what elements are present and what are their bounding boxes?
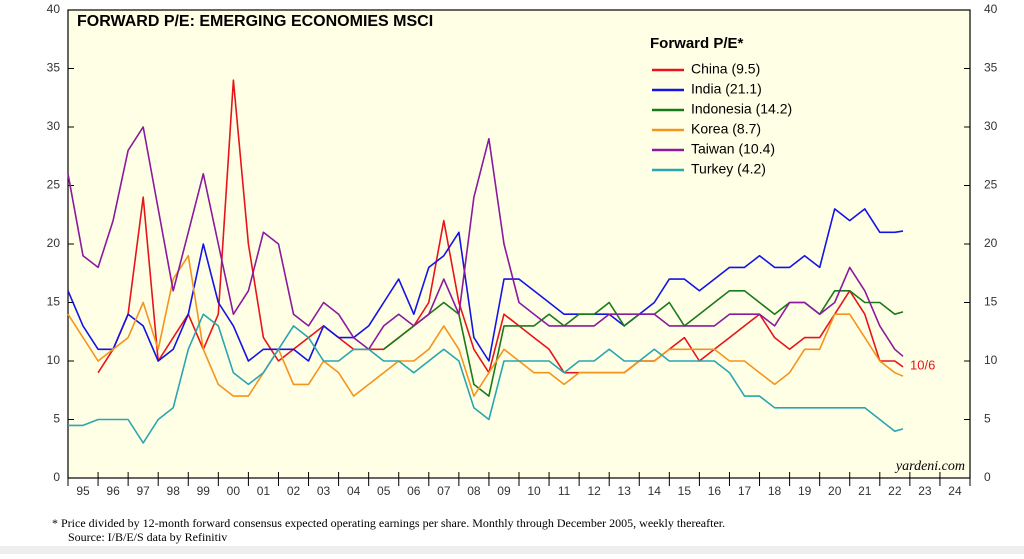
x-tick-label: 22 [888,484,902,498]
legend-label: India (21.1) [691,81,762,97]
x-tick-label: 98 [167,484,181,498]
x-tick-label: 05 [377,484,391,498]
x-tick-label: 06 [407,484,421,498]
annotation: 10/6 [910,357,935,372]
y-tick-label-right: 30 [984,119,998,133]
legend-label: Taiwan (10.4) [691,141,775,157]
x-tick-label: 24 [948,484,962,498]
series-line [67,126,904,357]
x-tick-label: 21 [858,484,872,498]
series-line [67,208,904,362]
y-tick-label: 0 [53,470,60,484]
legend-label: China (9.5) [691,61,760,77]
chart-title: FORWARD P/E: EMERGING ECONOMIES MSCI [77,13,433,30]
y-tick-label-right: 5 [984,412,991,426]
x-tick-label: 10 [527,484,541,498]
x-tick-label: 07 [437,484,451,498]
x-tick-label: 96 [106,484,120,498]
y-tick-label-right: 0 [984,470,991,484]
x-tick-label: 97 [136,484,150,498]
x-tick-label: 11 [558,484,571,498]
x-tick-label: 14 [648,484,662,498]
y-tick-label: 35 [47,61,61,75]
legend-label: Korea (8.7) [691,121,761,137]
y-tick-label: 5 [53,412,60,426]
bottom-strip [0,546,1024,554]
x-tick-label: 15 [678,484,692,498]
x-tick-label: 16 [708,484,722,498]
y-tick-label: 15 [47,295,61,309]
x-tick-label: 95 [76,484,90,498]
x-tick-label: 13 [618,484,632,498]
x-tick-label: 09 [497,484,511,498]
footnote: * Price divided by 12-month forward cons… [52,516,725,530]
x-tick-label: 20 [828,484,842,498]
y-tick-label-right: 40 [984,2,998,16]
y-tick-label-right: 15 [984,295,998,309]
legend-label: Turkey (4.2) [691,161,766,177]
series-line [97,79,904,374]
x-tick-label: 18 [768,484,782,498]
x-tick-label: 99 [197,484,211,498]
y-tick-label-right: 20 [984,236,998,250]
series-line [67,254,904,397]
y-tick-label: 25 [47,178,61,192]
x-tick-label: 19 [798,484,812,498]
y-tick-label: 10 [47,353,61,367]
x-tick-label: 03 [317,484,331,498]
legend-title: Forward P/E* [650,35,744,52]
legend-label: Indonesia (14.2) [691,101,792,117]
x-tick-label: 02 [287,484,301,498]
y-tick-label-right: 35 [984,61,998,75]
y-tick-label: 30 [47,119,61,133]
x-tick-label: 01 [257,484,271,498]
x-tick-label: 00 [227,484,241,498]
x-tick-label: 23 [918,484,932,498]
y-tick-label: 40 [47,2,61,16]
x-tick-label: 17 [738,484,752,498]
x-tick-label: 04 [347,484,361,498]
y-tick-label: 20 [47,236,61,250]
x-tick-label: 12 [587,484,601,498]
source-label: yardeni.com [894,459,965,474]
x-tick-label: 08 [467,484,481,498]
y-tick-label-right: 10 [984,353,998,367]
series-line [68,313,904,444]
y-tick-label-right: 25 [984,178,998,192]
footnote: Source: I/B/E/S data by Refinitiv [68,530,227,544]
